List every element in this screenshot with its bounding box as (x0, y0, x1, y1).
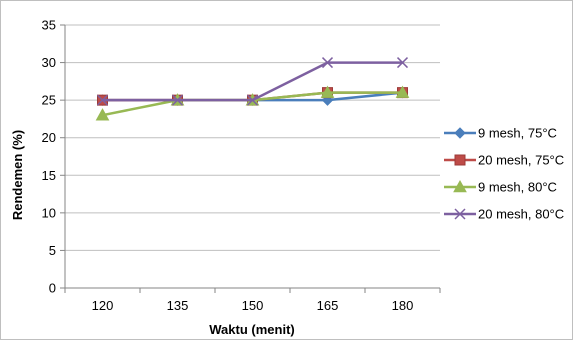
data-point (171, 94, 184, 106)
y-tick-label: 15 (42, 168, 56, 183)
data-point (320, 85, 335, 98)
y-tick-label: 30 (42, 55, 56, 70)
x-tick-label: 165 (317, 298, 339, 313)
x-tick-label: 180 (392, 298, 414, 313)
legend-swatch-marker (454, 208, 466, 220)
y-tick-labels: 0 5 10 15 20 25 30 35 (42, 18, 56, 296)
x-tick-label: 120 (92, 298, 114, 313)
x-tick-label: 150 (242, 298, 264, 313)
legend-label: 9 mesh, 75°C (478, 126, 557, 141)
legend-item: 9 mesh, 75°C (444, 126, 557, 141)
legend-item: 20 mesh, 75°C (444, 153, 564, 168)
series-group (95, 57, 410, 121)
y-tick-label: 20 (42, 130, 56, 145)
y-tick-label: 0 (49, 281, 56, 296)
legend-item: 9 mesh, 80°C (444, 180, 557, 195)
y-tick-label: 35 (42, 18, 56, 33)
data-point (321, 57, 334, 69)
gridlines (65, 24, 440, 251)
y-tick-label: 10 (42, 205, 56, 220)
y-tick-label: 5 (49, 243, 56, 258)
legend-label: 9 mesh, 80°C (478, 180, 557, 195)
legend-label: 20 mesh, 80°C (478, 207, 564, 222)
y-axis-title: Rendemen (%) (10, 130, 25, 220)
data-point (246, 94, 259, 106)
x-axis-title: Waktu (menit) (209, 322, 294, 337)
legend: 9 mesh, 75°C 20 mesh, 75°C 9 mesh, 80°C 20 … (444, 126, 564, 222)
legend-swatch-marker (454, 154, 466, 166)
x-tick-labels: 120 135 150 165 180 (92, 298, 414, 313)
legend-item: 20 mesh, 80°C (444, 207, 564, 222)
data-point (95, 108, 110, 121)
axes (60, 24, 441, 293)
data-point (395, 85, 410, 98)
series-4 (96, 57, 409, 106)
legend-swatch-marker (454, 127, 466, 139)
series-3 (95, 85, 410, 121)
x-tick-label: 135 (167, 298, 189, 313)
y-tick-label: 25 (42, 93, 56, 108)
legend-label: 20 mesh, 75°C (478, 153, 564, 168)
data-point (396, 57, 409, 69)
data-point (96, 94, 109, 106)
legend-swatch-marker (453, 179, 467, 193)
